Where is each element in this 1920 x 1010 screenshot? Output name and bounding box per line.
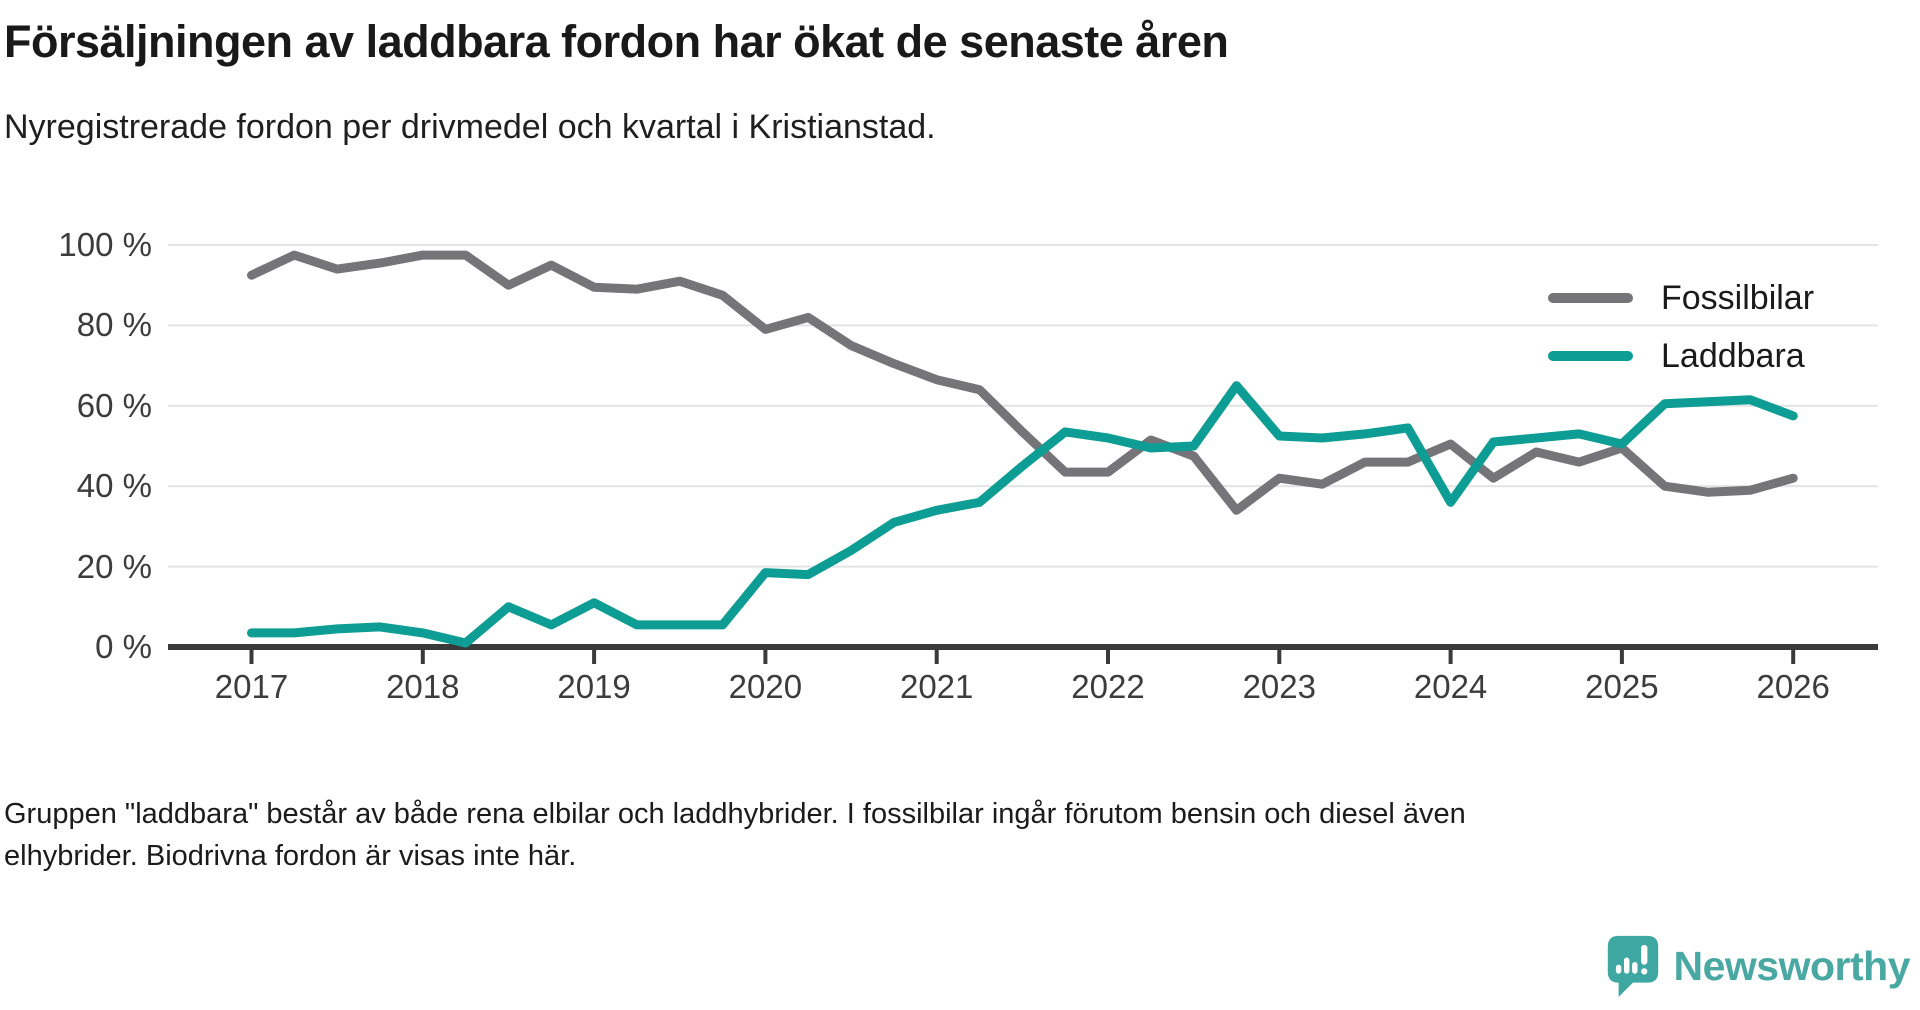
x-axis-label: 2018 bbox=[386, 668, 460, 705]
x-axis-label: 2017 bbox=[214, 668, 289, 705]
x-axis-label: 2021 bbox=[899, 668, 974, 705]
y-axis-label: 100 % bbox=[58, 226, 152, 263]
brand-name: Newsworthy bbox=[1673, 942, 1911, 989]
footnote: Gruppen "laddbara" består av både rena e… bbox=[4, 798, 1466, 830]
y-axis-label: 0 % bbox=[95, 628, 152, 665]
gridline bbox=[168, 485, 1878, 488]
x-axis-label: 2020 bbox=[728, 668, 803, 705]
x-axis-tick bbox=[1448, 650, 1453, 664]
x-axis-tick bbox=[592, 650, 597, 664]
y-axis-label: 80 % bbox=[76, 306, 152, 344]
page-subtitle: Nyregistrerade fordon per drivmedel och … bbox=[4, 108, 936, 146]
page-title: Försäljningen av laddbara fordon har öka… bbox=[4, 16, 1229, 67]
x-axis-tick bbox=[763, 650, 768, 664]
legend-label: Fossilbilar bbox=[1661, 278, 1815, 317]
y-axis-label: 20 % bbox=[76, 547, 152, 585]
x-axis-label: 2026 bbox=[1756, 668, 1830, 705]
y-axis-label: 60 % bbox=[76, 386, 152, 424]
x-axis-tick bbox=[934, 650, 939, 664]
gridline bbox=[168, 244, 1878, 246]
x-axis-tick bbox=[1277, 650, 1282, 664]
gridlines bbox=[168, 244, 1878, 568]
x-axis-line bbox=[168, 644, 1878, 650]
laddbara-line bbox=[247, 381, 1798, 648]
gridline bbox=[168, 404, 1878, 407]
gridline bbox=[168, 565, 1878, 568]
x-axis-tick bbox=[420, 650, 425, 664]
data-series bbox=[247, 250, 1798, 648]
x-axis-label: 2023 bbox=[1242, 668, 1316, 705]
x-axis-label: 2022 bbox=[1071, 668, 1145, 705]
legend-item-fossilbilar: Fossilbilar bbox=[1548, 279, 1814, 317]
x-axis-tick bbox=[249, 650, 254, 664]
newsworthy-logo: Newsworthy bbox=[1606, 934, 1911, 998]
x-axis-label: 2025 bbox=[1585, 668, 1659, 705]
fossilbilar-line-swatch-icon bbox=[1548, 293, 1633, 303]
y-axis-label: 40 % bbox=[76, 467, 152, 505]
legend-item-laddbara: Laddbara bbox=[1548, 337, 1805, 375]
gridline bbox=[168, 324, 1878, 327]
x-axis-tick bbox=[1619, 650, 1624, 664]
x-axis-label: 2024 bbox=[1413, 668, 1488, 705]
fossilbilar-line bbox=[247, 250, 1798, 515]
x-axis-tick bbox=[1791, 650, 1796, 664]
x-axis-label: 2019 bbox=[557, 668, 631, 705]
legend-label: Laddbara bbox=[1661, 336, 1805, 375]
x-axis bbox=[168, 644, 1878, 664]
speech-bubble-bar-chart-icon bbox=[1607, 935, 1658, 998]
x-axis-tick bbox=[1106, 650, 1110, 664]
laddbara-line-swatch-icon bbox=[1548, 351, 1633, 361]
footnote: elhybrider. Biodrivna fordon är visas in… bbox=[4, 840, 577, 872]
